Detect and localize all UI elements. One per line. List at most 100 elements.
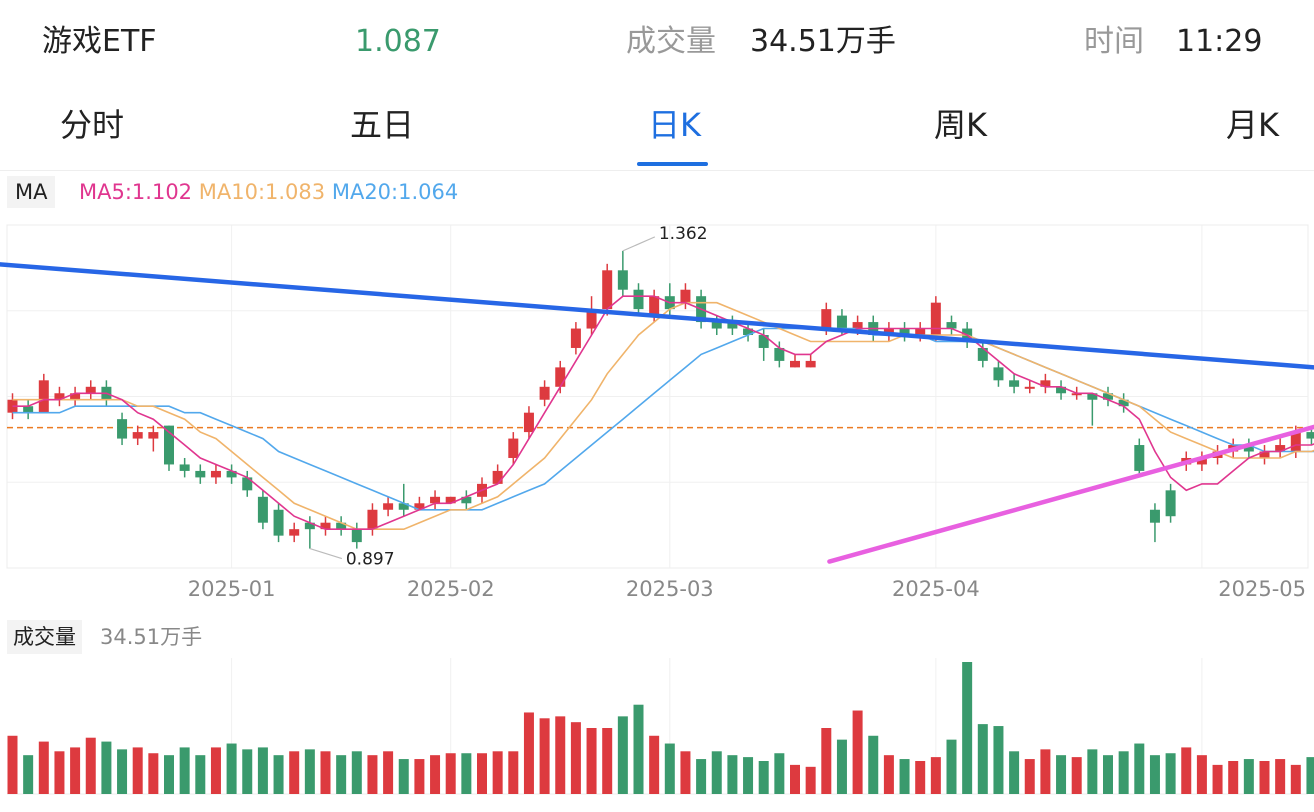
candle-body [383, 503, 394, 510]
volume-bar [1306, 757, 1314, 794]
candle [414, 496, 425, 510]
candle-body [1149, 509, 1160, 523]
candle [461, 490, 472, 510]
ma5-value: MA5:1.102 [79, 180, 193, 204]
volume-bar [242, 749, 253, 794]
period-tabs: 分时 五日 日K 周K 月K [0, 96, 1314, 171]
candle [790, 354, 800, 368]
volume-bar [1071, 757, 1082, 794]
candle-body [617, 270, 628, 290]
candle [633, 283, 644, 316]
low-marker-line [309, 548, 343, 560]
volume-bar [1056, 755, 1067, 794]
low-marker-label: 0.897 [346, 550, 395, 570]
volume-bar [805, 766, 816, 794]
ma-indicator-tag[interactable]: MA [7, 176, 56, 208]
candle [539, 380, 550, 407]
volume-bar [852, 710, 863, 794]
candle [1103, 386, 1113, 407]
current-price: 1.087 [355, 24, 441, 59]
volume-bar [1196, 755, 1207, 794]
candle-body [1243, 445, 1254, 452]
volume-bar [1024, 759, 1035, 794]
volume-bar [883, 755, 894, 794]
volume-bar [1212, 764, 1223, 794]
candle-body [1165, 490, 1176, 517]
candle [1087, 393, 1098, 426]
volume-bar [289, 751, 300, 794]
volume-bar [54, 751, 65, 794]
volume-bar [993, 726, 1004, 794]
candle-body [445, 496, 456, 504]
volume-bar [195, 755, 206, 794]
candle [1259, 445, 1270, 465]
volume-bar [774, 753, 785, 794]
tab-intraday[interactable]: 分时 [60, 106, 125, 144]
candle-body [1196, 457, 1207, 465]
candle-body [774, 347, 785, 361]
candle [85, 380, 96, 400]
volume-bar [148, 753, 159, 794]
candle-body [398, 503, 409, 510]
volume-bar [649, 735, 660, 794]
candlestick-chart[interactable]: 2025-01 2025-02 2025-03 2025-04 2025-05 1.362… [0, 210, 1314, 620]
volume-bar [539, 718, 550, 794]
ma20-line [12, 327, 1314, 511]
x-tick-label: 2025-01 [188, 577, 276, 601]
candle [977, 341, 988, 368]
volume-bar [1181, 747, 1192, 794]
tab-weekly-k[interactable]: 周K [934, 106, 987, 144]
volume-bar [1165, 753, 1176, 794]
volume-bar [743, 757, 754, 794]
volume-bar [523, 712, 534, 794]
candle-body [461, 496, 472, 504]
volume-bar [226, 743, 237, 794]
candle-body [539, 386, 550, 400]
candle [117, 412, 128, 446]
candle [70, 386, 81, 407]
candle-body [930, 302, 941, 336]
candle-body [273, 509, 284, 536]
volume-bar [915, 761, 926, 794]
candle-body [946, 322, 957, 329]
candle-body [805, 360, 816, 368]
x-tick-label: 2025-03 [626, 577, 714, 601]
tab-daily-k[interactable]: 日K [648, 106, 701, 144]
x-tick-label: 2025-02 [407, 577, 495, 601]
candle [351, 522, 362, 549]
candle [242, 470, 253, 497]
volume-bar [336, 755, 347, 794]
candle-body [1024, 386, 1035, 389]
candle [727, 315, 738, 336]
candle [1009, 373, 1020, 394]
ma10-value: MA10:1.083 [198, 180, 326, 204]
candle-body [38, 380, 49, 413]
volume-value: 34.51万手 [750, 24, 896, 59]
candle-body [336, 522, 347, 530]
candle-body [523, 412, 534, 433]
candle-body [993, 367, 1004, 381]
volume-bar [38, 741, 49, 794]
candle [320, 516, 331, 536]
volume-bar [946, 739, 957, 794]
volume-bar [868, 735, 879, 794]
candle [1243, 438, 1254, 458]
tab-five-day[interactable]: 五日 [350, 106, 415, 144]
volume-bar [790, 764, 800, 794]
volume-chart[interactable] [0, 658, 1314, 808]
candle [1040, 373, 1051, 394]
candle-body [289, 529, 300, 536]
candle-body [320, 522, 331, 530]
candle-body [132, 432, 143, 439]
candle-body [711, 322, 722, 329]
tab-monthly-k[interactable]: 月K [1226, 106, 1279, 144]
candle-body [508, 438, 519, 458]
candle-body [164, 425, 174, 465]
volume-bar [508, 751, 519, 794]
candle [226, 464, 237, 484]
volume-indicator-tag[interactable]: 成交量 [7, 620, 82, 654]
high-marker-label: 1.362 [659, 224, 708, 244]
ma-legend: MA MA5:1.102 MA10:1.083 MA20:1.064 [0, 174, 1314, 210]
candle [38, 373, 49, 413]
volume-bar [570, 722, 581, 794]
